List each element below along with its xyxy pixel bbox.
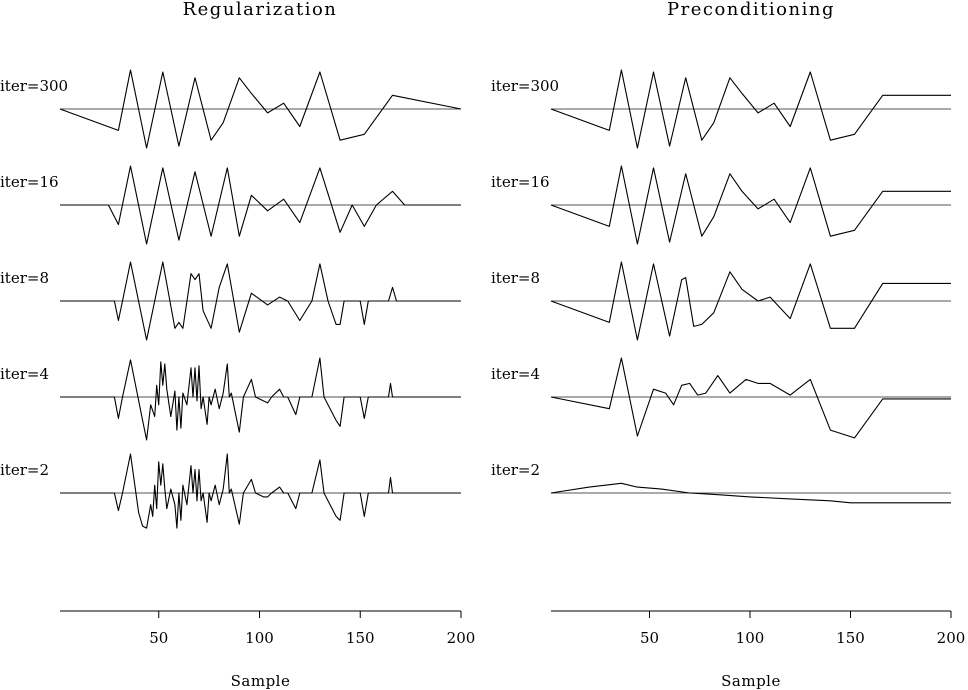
- preconditioning-iter-300-trace: [550, 69, 951, 149]
- preconditioning-iter-2-label: iter=2: [491, 461, 540, 479]
- regularization-panel: iter=300 iter=16 iter=8 iter=4 iter=2 50 100 15…: [0, 69, 476, 647]
- regularization-iter-300-trace: [59, 69, 462, 149]
- preconditioning-panel: iter=300 iter=16 iter=8 iter=4 iter=2 50 100 15…: [491, 69, 966, 647]
- preconditioning-x-tick-label-100: 100: [736, 629, 765, 647]
- preconditioning-x-tick-label-150: 150: [836, 629, 865, 647]
- preconditioning-x-tick-label-50: 50: [640, 629, 659, 647]
- regularization-iter-8-trace: [60, 261, 461, 341]
- regularization-iter-2-label: iter=2: [0, 461, 49, 479]
- preconditioning-iter-8-trace: [550, 261, 951, 341]
- preconditioning-iter-16-label: iter=16: [491, 173, 550, 191]
- regularization-iter-4-label: iter=4: [0, 365, 49, 383]
- preconditioning-panel-title: Preconditioning: [667, 0, 835, 20]
- regularization-iter-16-trace: [60, 165, 461, 245]
- preconditioning-x-tick-label-200: 200: [937, 629, 966, 647]
- regularization-iter-8-label: iter=8: [0, 269, 49, 287]
- preconditioning-x-axis-label: Sample: [721, 672, 781, 690]
- regularization-x-tick-label-50: 50: [149, 629, 168, 647]
- regularization-panel-title: Regularization: [183, 0, 338, 20]
- preconditioning-iter-4-label: iter=4: [491, 365, 540, 383]
- regularization-iter-300-label: iter=300: [0, 77, 68, 95]
- regularization-x-tick-label-150: 150: [346, 629, 375, 647]
- preconditioning-iter-300-label: iter=300: [491, 77, 559, 95]
- regularization-iter-2-trace: [60, 453, 461, 529]
- preconditioning-iter-4-trace: [550, 357, 951, 439]
- preconditioning-iter-16-trace: [550, 165, 951, 245]
- regularization-x-tick-label-200: 200: [447, 629, 476, 647]
- regularization-x-axis-label: Sample: [231, 672, 291, 690]
- preconditioning-iter-8-label: iter=8: [491, 269, 540, 287]
- regularization-iter-16-label: iter=16: [0, 173, 59, 191]
- preconditioning-iter-2-trace: [550, 482, 951, 504]
- regularization-iter-4-trace: [60, 357, 461, 441]
- regularization-x-tick-label-100: 100: [245, 629, 274, 647]
